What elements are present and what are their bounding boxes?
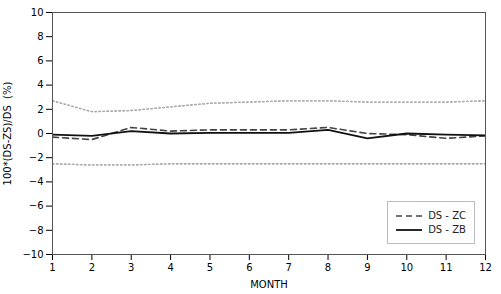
svg-text:2: 2 [89,262,95,273]
svg-text:12: 12 [479,262,492,273]
svg-text:6: 6 [37,55,43,66]
svg-text:−10: −10 [22,249,43,260]
svg-text:4: 4 [167,262,173,273]
svg-text:5: 5 [207,262,213,273]
svg-text:−8: −8 [29,225,44,236]
svg-text:10: 10 [400,262,413,273]
svg-text:−4: −4 [29,176,44,187]
svg-text:8: 8 [325,262,331,273]
svg-text:11: 11 [440,262,453,273]
svg-text:6: 6 [246,262,252,273]
svg-text:4: 4 [37,79,43,90]
svg-text:10: 10 [31,7,44,18]
svg-text:2: 2 [37,104,43,115]
svg-text:1: 1 [49,262,55,273]
svg-text:−6: −6 [29,200,44,211]
html-text:DS - ZB: DS - ZB [428,224,466,235]
svg-text:8: 8 [37,31,43,42]
svg-text:0: 0 [37,128,43,139]
svg-text:3: 3 [128,262,134,273]
svg-text:9: 9 [364,262,370,273]
svg-text:100*(DS-ZS)/DS (%): 100*(DS-ZS)/DS (%) [2,81,13,185]
svg-text:7: 7 [285,262,291,273]
svg-text:−2: −2 [29,152,44,163]
svg-text:MONTH: MONTH [250,279,288,290]
html-text:DS - ZC: DS - ZC [428,210,466,221]
